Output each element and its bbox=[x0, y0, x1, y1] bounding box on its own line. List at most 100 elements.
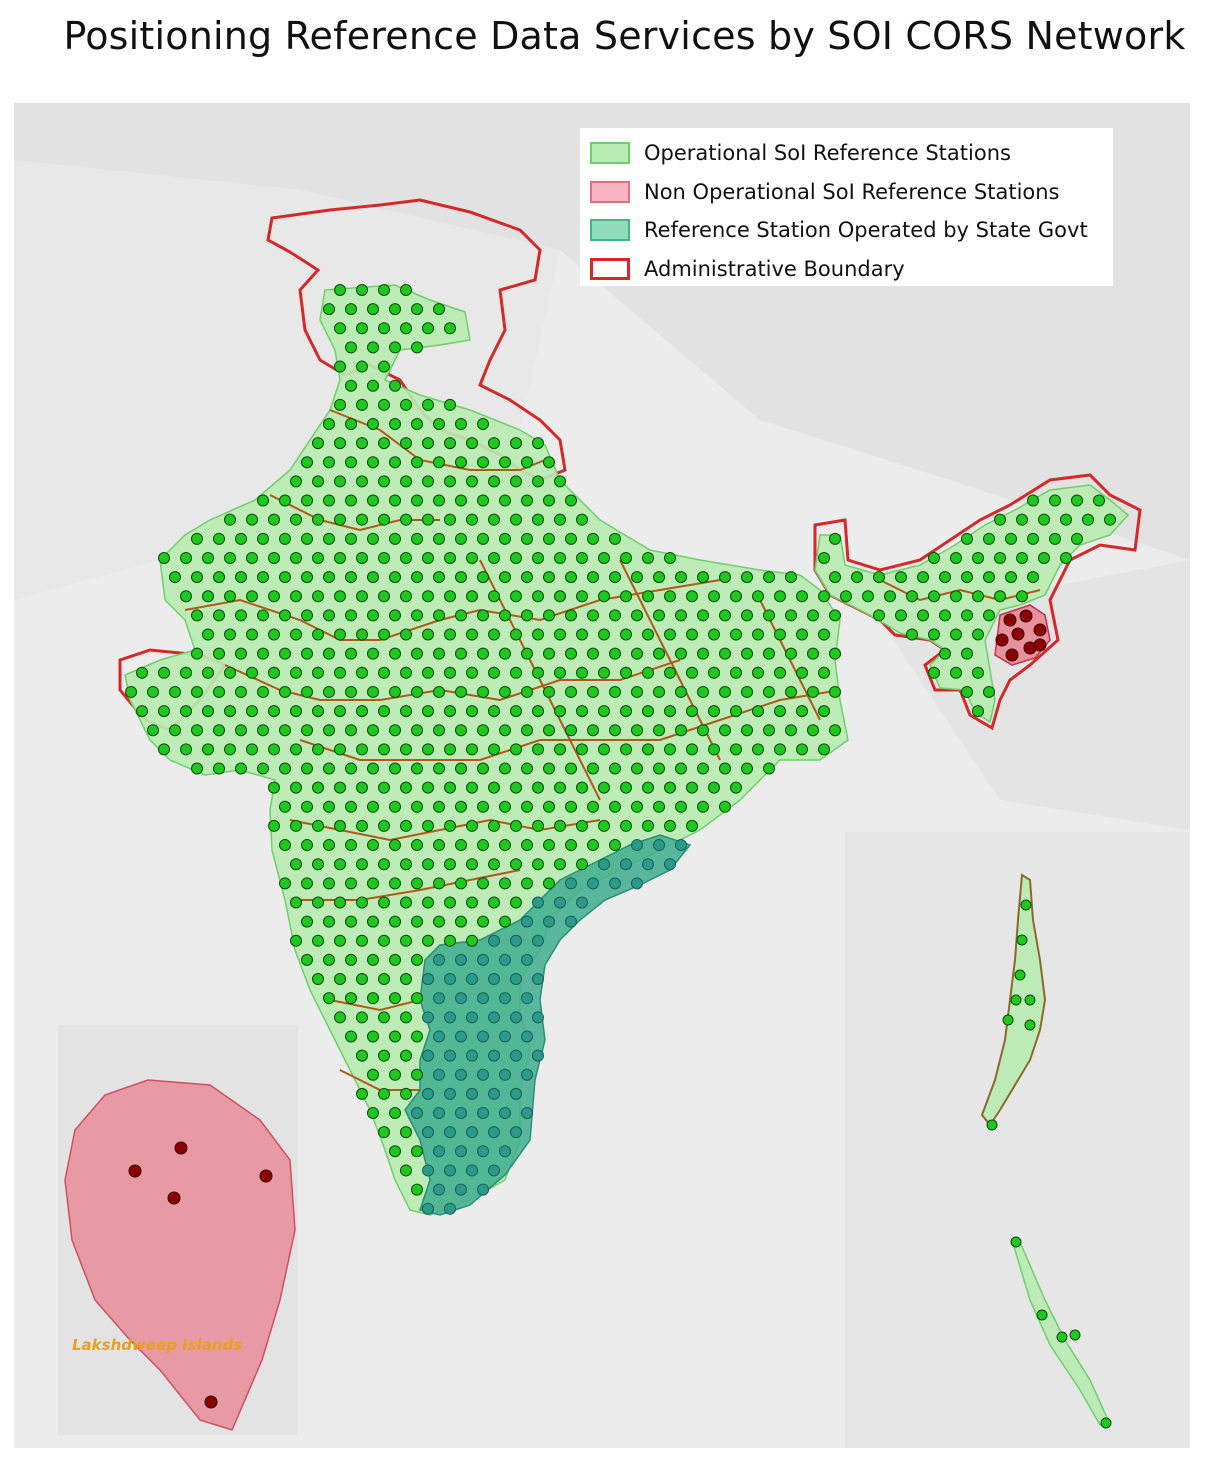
operational-station-dot bbox=[312, 551, 324, 564]
operational-station-dot bbox=[686, 705, 698, 718]
operational-station-dot bbox=[301, 494, 313, 507]
state-station-dot bbox=[433, 1145, 445, 1158]
operational-station-dot bbox=[356, 1011, 368, 1024]
operational-station-dot bbox=[510, 513, 522, 526]
operational-station-dot bbox=[323, 417, 335, 430]
legend-label: Administrative Boundary bbox=[644, 256, 905, 281]
operational-station-dot bbox=[367, 647, 379, 660]
operational-station-dot bbox=[268, 628, 280, 641]
state-station-dot bbox=[455, 1107, 467, 1120]
operational-station-dot bbox=[268, 666, 280, 679]
operational-station-dot bbox=[466, 743, 478, 756]
operational-station-dot bbox=[323, 762, 335, 775]
operational-station-dot bbox=[356, 666, 368, 679]
operational-station-dot bbox=[1038, 551, 1050, 564]
operational-station-dot bbox=[1049, 532, 1061, 545]
operational-station-dot bbox=[444, 705, 456, 718]
operational-station-dot bbox=[818, 743, 830, 756]
operational-station-dot bbox=[829, 724, 841, 737]
state-station-dot bbox=[477, 953, 489, 966]
operational-station-dot bbox=[257, 647, 269, 660]
operational-station-dot bbox=[741, 571, 753, 584]
operational-station-dot bbox=[642, 551, 654, 564]
operational-station-dot bbox=[378, 858, 390, 871]
operational-station-dot bbox=[598, 628, 610, 641]
operational-station-dot bbox=[279, 609, 291, 622]
operational-station-dot bbox=[213, 647, 225, 660]
india-map bbox=[14, 103, 1190, 1448]
state-station-dot bbox=[433, 992, 445, 1005]
operational-station-dot bbox=[488, 896, 500, 909]
state-station-dot bbox=[422, 1202, 434, 1215]
operational-station-dot bbox=[257, 494, 269, 507]
operational-station-dot bbox=[708, 590, 720, 603]
operational-station-dot bbox=[697, 647, 709, 660]
operational-station-dot bbox=[433, 762, 445, 775]
operational-station-dot bbox=[785, 571, 797, 584]
state-station-dot bbox=[455, 1030, 467, 1043]
state-station-dot bbox=[532, 896, 544, 909]
operational-station-dot bbox=[411, 1068, 423, 1081]
operational-station-dot bbox=[708, 705, 720, 718]
operational-station-dot bbox=[983, 609, 995, 622]
operational-station-dot bbox=[224, 551, 236, 564]
operational-station-dot bbox=[224, 513, 236, 526]
operational-station-dot bbox=[477, 647, 489, 660]
operational-station-dot bbox=[631, 647, 643, 660]
operational-station-dot bbox=[422, 398, 434, 411]
state-station-dot bbox=[488, 1049, 500, 1062]
operational-station-dot bbox=[279, 494, 291, 507]
operational-station-dot bbox=[532, 705, 544, 718]
operational-station-dot bbox=[554, 781, 566, 794]
operational-station-dot bbox=[411, 609, 423, 622]
state-station-dot bbox=[422, 1049, 434, 1062]
operational-station-dot bbox=[202, 590, 214, 603]
operational-station-dot bbox=[565, 494, 577, 507]
operational-station-dot bbox=[664, 666, 676, 679]
operational-station-dot bbox=[180, 666, 192, 679]
operational-station-dot bbox=[356, 896, 368, 909]
operational-station-dot bbox=[400, 551, 412, 564]
operational-station-dot bbox=[268, 551, 280, 564]
state-station-dot bbox=[466, 1087, 478, 1100]
operational-station-dot bbox=[301, 456, 313, 469]
operational-station-dot bbox=[785, 609, 797, 622]
operational-station-dot bbox=[950, 666, 962, 679]
operational-station-dot bbox=[312, 475, 324, 488]
state-station-dot bbox=[455, 1183, 467, 1196]
operational-station-dot bbox=[499, 571, 511, 584]
operational-station-dot bbox=[543, 724, 555, 737]
operational-station-dot bbox=[576, 781, 588, 794]
operational-station-dot bbox=[323, 647, 335, 660]
operational-station-dot bbox=[587, 647, 599, 660]
operational-stations-islands bbox=[986, 899, 1112, 1429]
operational-station-dot bbox=[1016, 513, 1028, 526]
operational-station-dot bbox=[741, 685, 753, 698]
operational-station-dot bbox=[356, 322, 368, 335]
operational-station-dot bbox=[851, 571, 863, 584]
operational-station-dot bbox=[378, 1049, 390, 1062]
operational-station-dot bbox=[488, 590, 500, 603]
operational-station-dot bbox=[400, 437, 412, 450]
state-station-dot bbox=[510, 1011, 522, 1024]
state-station-dot bbox=[466, 1049, 478, 1062]
operational-station-dot bbox=[686, 666, 698, 679]
operational-station-dot bbox=[752, 743, 764, 756]
map-canvas[interactable]: Lakshdweep Islands bbox=[14, 103, 1190, 1448]
operational-station-dot bbox=[257, 571, 269, 584]
operational-station-dot bbox=[356, 973, 368, 986]
state-station-dot bbox=[477, 992, 489, 1005]
operational-station-dot bbox=[983, 685, 995, 698]
operational-station-dot bbox=[466, 551, 478, 564]
operational-station-dot bbox=[290, 934, 302, 947]
operational-station-dot bbox=[312, 666, 324, 679]
operational-station-dot bbox=[356, 1049, 368, 1062]
operational-station-dot bbox=[323, 609, 335, 622]
swatch-admin-boundary bbox=[590, 257, 630, 280]
operational-station-dot bbox=[389, 609, 401, 622]
operational-station-dot bbox=[367, 379, 379, 392]
operational-station-dot bbox=[389, 303, 401, 316]
operational-station-dot bbox=[477, 915, 489, 928]
operational-station-dot bbox=[367, 1068, 379, 1081]
operational-station-dot bbox=[972, 590, 984, 603]
